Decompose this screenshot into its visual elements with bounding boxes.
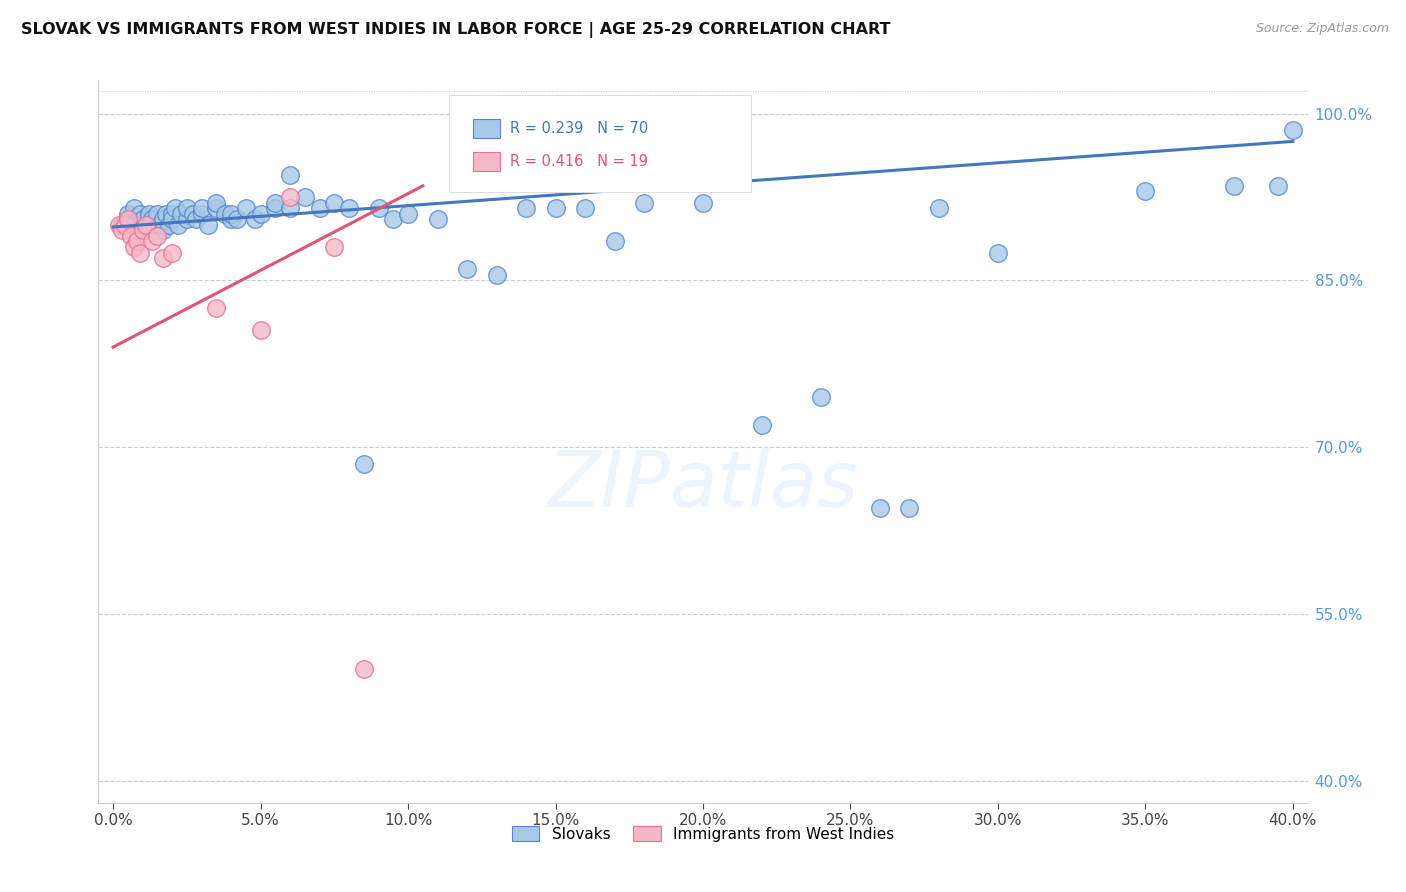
Point: [219, 207, 242, 221]
Point: [367, 201, 389, 215]
Point: [160, 245, 183, 260]
Point: [633, 195, 655, 210]
Point: [111, 218, 134, 232]
FancyBboxPatch shape: [449, 95, 751, 193]
Point: [574, 201, 596, 215]
Point: [987, 245, 1010, 260]
Point: [152, 251, 174, 265]
Text: ZIPatlas: ZIPatlas: [547, 447, 859, 523]
Point: [152, 212, 174, 227]
Point: [1223, 178, 1246, 193]
Point: [128, 207, 150, 221]
Point: [382, 212, 405, 227]
Point: [165, 201, 187, 215]
Point: [1282, 123, 1305, 137]
Point: [155, 207, 177, 221]
Point: [278, 168, 301, 182]
Legend: Slovaks, Immigrants from West Indies: Slovaks, Immigrants from West Indies: [505, 818, 901, 849]
Point: [323, 240, 346, 254]
FancyBboxPatch shape: [474, 120, 501, 138]
Point: [141, 212, 163, 227]
Point: [108, 218, 131, 232]
Point: [190, 201, 212, 215]
Point: [190, 207, 212, 221]
Point: [125, 218, 148, 232]
Point: [249, 323, 271, 337]
Text: R = 0.416   N = 19: R = 0.416 N = 19: [509, 154, 648, 169]
Point: [135, 218, 157, 232]
Point: [111, 223, 134, 237]
Point: [122, 201, 145, 215]
Point: [138, 218, 160, 232]
Point: [235, 201, 257, 215]
Point: [294, 190, 316, 204]
Text: Source: ZipAtlas.com: Source: ZipAtlas.com: [1256, 22, 1389, 36]
FancyBboxPatch shape: [474, 153, 501, 171]
Point: [205, 195, 228, 210]
Point: [205, 301, 228, 315]
Point: [176, 201, 198, 215]
Point: [426, 212, 449, 227]
Point: [810, 390, 832, 404]
Point: [120, 228, 142, 243]
Point: [184, 212, 207, 227]
Point: [396, 207, 419, 221]
Point: [152, 223, 174, 237]
Point: [898, 501, 921, 516]
Point: [131, 223, 153, 237]
Point: [603, 235, 626, 249]
Point: [308, 201, 330, 215]
Point: [544, 201, 567, 215]
Point: [219, 212, 242, 227]
Point: [692, 195, 714, 210]
Point: [515, 201, 537, 215]
Point: [353, 662, 375, 676]
Point: [160, 212, 183, 227]
Point: [138, 207, 160, 221]
Point: [128, 245, 150, 260]
Point: [197, 218, 219, 232]
Point: [205, 201, 228, 215]
Point: [146, 228, 169, 243]
Point: [176, 212, 198, 227]
Point: [141, 235, 163, 249]
Point: [249, 207, 271, 221]
Point: [278, 190, 301, 204]
Point: [485, 268, 508, 282]
Point: [353, 457, 375, 471]
Point: [167, 218, 190, 232]
Point: [264, 195, 287, 210]
Point: [264, 201, 287, 215]
Point: [117, 207, 139, 221]
Point: [160, 207, 183, 221]
Point: [337, 201, 360, 215]
Point: [869, 501, 891, 516]
Point: [226, 212, 249, 227]
Point: [125, 235, 148, 249]
Point: [278, 201, 301, 215]
Point: [117, 212, 139, 227]
Point: [149, 218, 172, 232]
Point: [120, 212, 142, 227]
Point: [928, 201, 950, 215]
Point: [456, 262, 478, 277]
Point: [751, 417, 773, 432]
Point: [323, 195, 346, 210]
Point: [146, 207, 169, 221]
Point: [243, 212, 266, 227]
Point: [214, 207, 236, 221]
Text: R = 0.239   N = 70: R = 0.239 N = 70: [509, 121, 648, 136]
Point: [170, 207, 193, 221]
Point: [122, 240, 145, 254]
Point: [1135, 185, 1157, 199]
Point: [131, 212, 153, 227]
Point: [143, 223, 166, 237]
Text: SLOVAK VS IMMIGRANTS FROM WEST INDIES IN LABOR FORCE | AGE 25-29 CORRELATION CHA: SLOVAK VS IMMIGRANTS FROM WEST INDIES IN…: [21, 22, 890, 38]
Point: [114, 218, 136, 232]
Point: [157, 218, 180, 232]
Point: [1267, 178, 1289, 193]
Point: [135, 223, 157, 237]
Point: [181, 207, 204, 221]
